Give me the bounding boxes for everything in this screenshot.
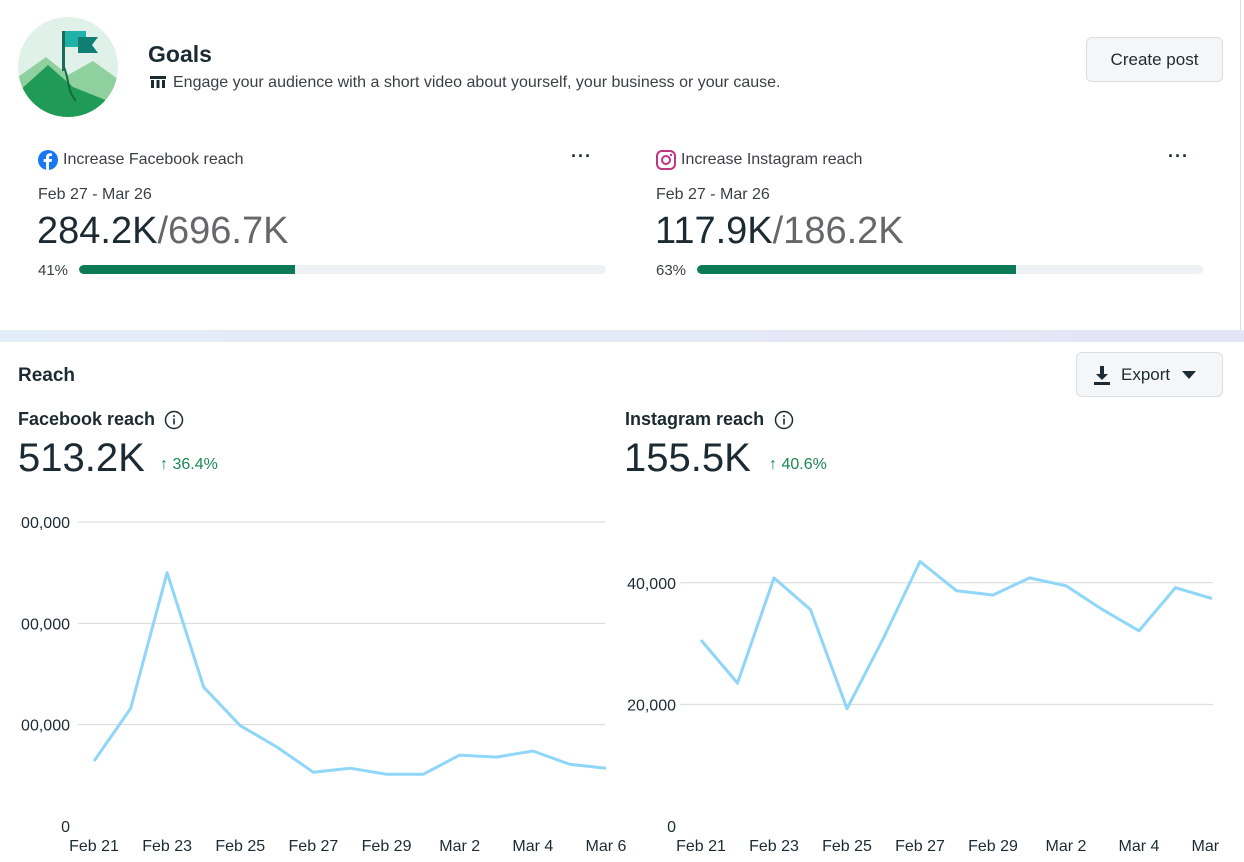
y-tick-label: 300,000 <box>20 515 70 532</box>
y-tick-label: 200,000 <box>20 616 70 633</box>
facebook-icon <box>38 150 58 170</box>
x-tick-label: Feb 29 <box>968 838 1018 855</box>
progress-track <box>79 265 606 274</box>
more-button[interactable]: ··· <box>571 146 592 166</box>
create-post-button[interactable]: Create post <box>1086 37 1223 82</box>
goal-date-range: Feb 27 - Mar 26 <box>38 186 152 203</box>
goal-progress-label: 63% <box>656 262 687 279</box>
x-tick-label: Mar 2 <box>439 838 480 855</box>
goals-icon <box>18 17 118 117</box>
goal-current: 284.2K <box>37 210 158 252</box>
instagram-icon <box>656 150 676 170</box>
chart-change: ↑ 36.4% <box>160 456 218 473</box>
change-value: 40.6% <box>781 456 827 473</box>
video-icon <box>150 76 166 88</box>
goals-card <box>0 0 1241 330</box>
info-icon[interactable] <box>164 410 184 430</box>
x-tick-label: Feb 25 <box>822 838 872 855</box>
facebook-chart: 0 100,000 200,000 300,000 Feb 21 Feb 23 Feb 25… <box>20 515 627 855</box>
export-button[interactable]: Export <box>1076 352 1223 397</box>
goal-date-range: Feb 27 - Mar 26 <box>656 186 770 203</box>
goal-progress-label: 41% <box>38 262 69 279</box>
x-tick-label: Feb 27 <box>895 838 945 855</box>
x-tick-label: Feb 23 <box>142 838 192 855</box>
goal-title: Increase Instagram reach <box>681 151 863 168</box>
y-tick-label: 0 <box>667 819 676 836</box>
y-tick-label: 0 <box>61 819 70 836</box>
x-tick-label: Feb 27 <box>289 838 339 855</box>
goal-current: 117.9K <box>655 210 773 252</box>
x-tick-label: Feb 23 <box>749 838 799 855</box>
goals-title: Goals <box>148 41 212 67</box>
x-tick-label: Feb 25 <box>215 838 265 855</box>
y-tick-label: 40,000 <box>627 576 676 593</box>
reach-line <box>699 560 1213 711</box>
goal-title: Increase Facebook reach <box>63 151 244 168</box>
caret-icon <box>1182 370 1197 379</box>
x-tick-label: Feb 29 <box>362 838 412 855</box>
reach-line <box>92 571 607 776</box>
chart-title: Instagram reach <box>625 409 765 429</box>
progress-fill <box>697 265 1016 274</box>
goals-subtitle: Engage your audience with a short video … <box>173 74 781 91</box>
export-label: Export <box>1121 364 1171 384</box>
x-tick-label: Mar 4 <box>1119 838 1160 855</box>
x-tick-label: Mar 2 <box>1046 838 1087 855</box>
download-icon <box>1094 365 1110 385</box>
x-tick-label: Mar 6 <box>586 838 627 855</box>
more-button[interactable]: ··· <box>1168 146 1189 166</box>
x-tick-label: Feb 21 <box>69 838 119 855</box>
progress-track <box>697 265 1203 274</box>
goal-value: 284.2K/696.7K <box>37 210 288 253</box>
x-tick-label: Mar 4 <box>512 838 553 855</box>
chart-change: ↑ 40.6% <box>769 456 827 473</box>
goal-target: /186.2K <box>772 210 904 252</box>
y-tick-label: 20,000 <box>627 697 676 714</box>
chart-total: 155.5K <box>624 436 751 480</box>
info-icon[interactable] <box>774 410 794 430</box>
instagram-chart: 0 20,000 40,000 Feb 21 Feb 23 Feb 25 Feb 27 Feb… <box>627 560 1222 855</box>
x-tick-label: Feb 21 <box>676 838 726 855</box>
progress-fill <box>79 265 296 274</box>
reach-title: Reach <box>18 365 76 386</box>
goal-target: /696.7K <box>157 210 289 252</box>
chart-title: Facebook reach <box>18 409 156 429</box>
goal-value: 117.9K/186.2K <box>655 210 904 253</box>
chart-total: 513.2K <box>18 436 145 480</box>
section-divider <box>0 330 1244 342</box>
y-tick-label: 100,000 <box>20 718 70 735</box>
change-value: 36.4% <box>172 456 218 473</box>
x-tick-label: Mar 6 <box>1192 838 1222 855</box>
